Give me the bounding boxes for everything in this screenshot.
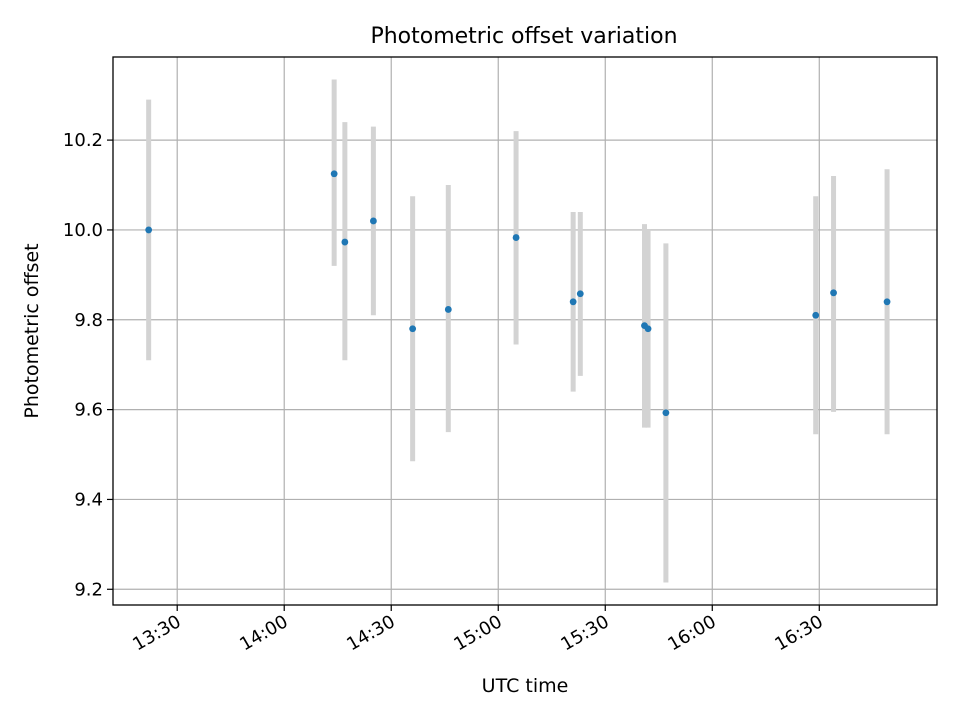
x-tick-label: 14:30 [343, 611, 398, 655]
data-point [341, 238, 349, 246]
y-tick-label: 9.4 [74, 489, 103, 510]
chart-title: Photometric offset variation [370, 24, 677, 49]
x-tick-label: 15:00 [450, 611, 505, 655]
y-axis-ticks: 9.2 9.4 9.6 9.8 10.0 10.2 [63, 130, 113, 600]
data-point [883, 298, 891, 306]
y-tick-label: 9.8 [74, 310, 103, 331]
data-point [369, 217, 377, 225]
data-points [145, 170, 891, 417]
y-tick-label: 9.6 [74, 400, 103, 421]
data-point [644, 325, 652, 333]
error-bars [146, 79, 890, 583]
data-point [662, 409, 670, 417]
data-point [444, 306, 452, 313]
grid-lines [113, 57, 937, 605]
x-tick-label: 15:30 [557, 611, 612, 655]
x-axis-ticks: 13:30 14:00 14:30 15:00 15:30 16:00 16:30 [129, 605, 827, 655]
plot-frame [112, 56, 938, 606]
data-point [512, 234, 520, 241]
y-tick-label: 9.2 [74, 579, 103, 600]
x-tick-label: 16:00 [664, 611, 719, 655]
x-tick-label: 14:00 [236, 611, 291, 655]
y-tick-label: 10.0 [63, 220, 103, 241]
data-point [145, 226, 153, 234]
data-point [409, 325, 417, 333]
x-axis-label: UTC time [482, 675, 569, 697]
x-tick-label: 16:30 [771, 611, 826, 655]
data-point [812, 311, 820, 319]
x-tick-label: 13:30 [129, 611, 184, 655]
data-point [576, 290, 584, 298]
data-point [830, 289, 837, 297]
y-tick-label: 10.2 [63, 130, 103, 151]
y-axis-label: Photometric offset [21, 243, 43, 418]
data-point [330, 170, 338, 178]
data-point [569, 298, 577, 306]
